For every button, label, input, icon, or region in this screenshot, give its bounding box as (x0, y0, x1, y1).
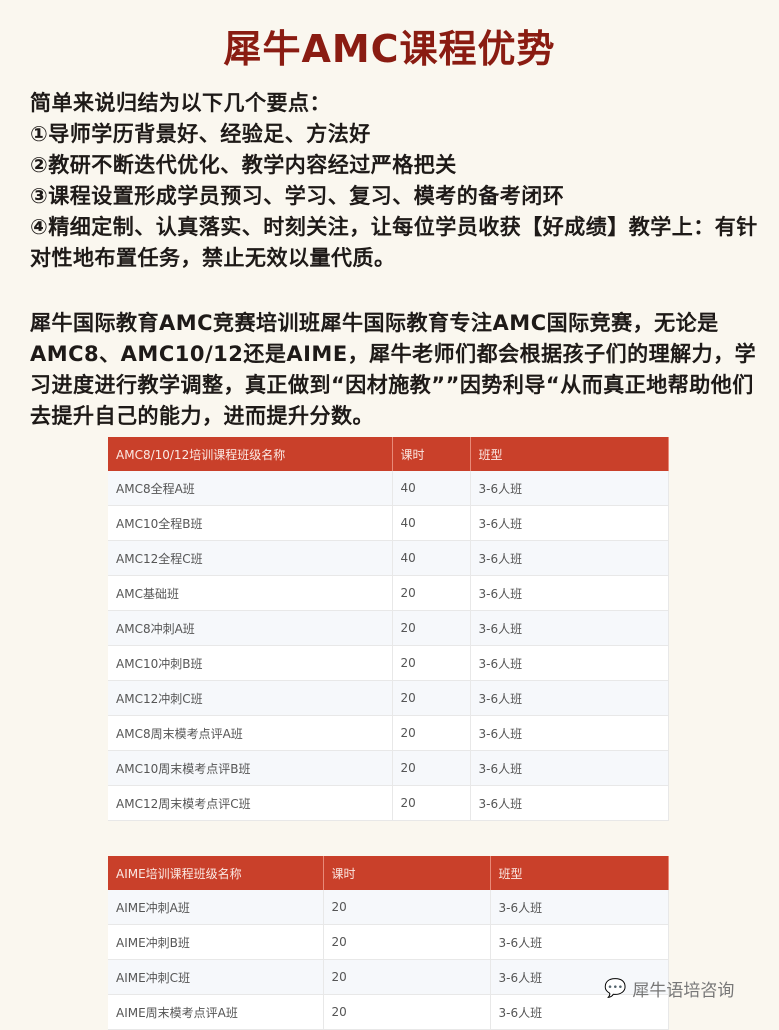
table-cell: AMC12周末模考点评C班 (108, 785, 393, 821)
amc-course-table: AMC8/10/12培训课程班级名称 课时 班型 AMC8全程A班 40 3-6人班 AMC… (108, 437, 669, 821)
column-header: 课时 (392, 437, 471, 471)
table-cell: 3-6人班 (470, 540, 669, 576)
table-cell: 3-6人班 (490, 924, 669, 960)
table-cell: 3-6人班 (470, 715, 669, 751)
table-cell: AIME冲刺B班 (108, 924, 324, 960)
table-row: AMC8全程A班 40 3-6人班 (108, 471, 669, 506)
table-cell: 3-6人班 (470, 785, 669, 821)
table-cell: 20 (392, 645, 471, 681)
column-header: AIME培训课程班级名称 (108, 856, 324, 890)
table-row: AMC基础班 20 3-6人班 (108, 575, 669, 611)
table-cell: 20 (392, 575, 471, 611)
wechat-icon: 💬 (604, 978, 627, 999)
table-cell: 3-6人班 (490, 959, 669, 995)
table-cell: 3-6人班 (490, 890, 669, 925)
table-row: AMC10周末模考点评B班 20 3-6人班 (108, 750, 669, 786)
table-cell: 20 (323, 959, 491, 995)
table-cell: 20 (392, 715, 471, 751)
table-cell: AMC8全程A班 (108, 471, 393, 506)
table-row: AMC8冲刺A班 20 3-6人班 (108, 610, 669, 646)
table-cell: 20 (392, 610, 471, 646)
table-cell: AMC8冲刺A班 (108, 610, 393, 646)
table-row: AIME冲刺B班 20 3-6人班 (108, 924, 669, 960)
table-cell: 3-6人班 (470, 505, 669, 541)
table-row: AIME周末模考点评A班 20 3-6人班 (108, 994, 669, 1030)
table-cell: 40 (392, 471, 471, 506)
description-paragraph: 犀牛国际教育AMC竞赛培训班犀牛国际教育专注AMC国际竞赛，无论是AMC8、AM… (30, 311, 757, 428)
table-cell: AMC10周末模考点评B班 (108, 750, 393, 786)
table-cell: 20 (392, 750, 471, 786)
table-cell: 20 (392, 785, 471, 821)
table-cell: AIME周末模考点评A班 (108, 994, 324, 1030)
table-row: AIME冲刺A班 20 3-6人班 (108, 890, 669, 925)
table-cell: AMC12冲刺C班 (108, 680, 393, 716)
table-cell: 20 (323, 890, 491, 925)
watermark-text: 犀牛语培咨询 (632, 981, 735, 1001)
table-cell: 3-6人班 (470, 680, 669, 716)
table-cell: 3-6人班 (470, 645, 669, 681)
table-cell: 40 (392, 505, 471, 541)
column-header: 班型 (470, 437, 669, 471)
page-title: 犀牛AMC课程优势 (223, 27, 556, 71)
table-cell: AMC10全程B班 (108, 505, 393, 541)
table-cell: AMC10冲刺B班 (108, 645, 393, 681)
table-row: AMC12冲刺C班 20 3-6人班 (108, 680, 669, 716)
column-header: 班型 (490, 856, 669, 890)
table-row: AMC10全程B班 40 3-6人班 (108, 505, 669, 541)
table-header-row: AIME培训课程班级名称 课时 班型 (108, 856, 669, 890)
watermark: 💬 犀牛语培咨询 (604, 976, 734, 1001)
table-cell: 3-6人班 (470, 750, 669, 786)
table-row: AMC8周末模考点评A班 20 3-6人班 (108, 715, 669, 751)
intro-line: ④精细定制、认真落实、时刻关注，让每位学员收获【好成绩】教学上：有针对性地布置任… (30, 215, 758, 270)
intro-list: 简单来说归结为以下几个要点： ①导师学历背景好、经验足、方法好 ②教研不断迭代优… (30, 88, 770, 274)
table-row: AIME冲刺C班 20 3-6人班 (108, 959, 669, 995)
table-row: AMC12全程C班 40 3-6人班 (108, 540, 669, 576)
table-cell: AMC8周末模考点评A班 (108, 715, 393, 751)
column-header: 课时 (323, 856, 491, 890)
aime-course-table: AIME培训课程班级名称 课时 班型 AIME冲刺A班 20 3-6人班 AIME冲刺B班 2… (108, 856, 669, 1030)
table-cell: 3-6人班 (470, 471, 669, 506)
table-header-row: AMC8/10/12培训课程班级名称 课时 班型 (108, 437, 669, 471)
intro-line: 简单来说归结为以下几个要点： (30, 91, 331, 115)
table-row: AMC10冲刺B班 20 3-6人班 (108, 645, 669, 681)
table-cell: AMC基础班 (108, 575, 393, 611)
table-cell: 20 (392, 680, 471, 716)
table-cell: 40 (392, 540, 471, 576)
column-header: AMC8/10/12培训课程班级名称 (108, 437, 393, 471)
table-cell: AIME冲刺A班 (108, 890, 324, 925)
table-cell: AMC12全程C班 (108, 540, 393, 576)
intro-line: ③课程设置形成学员预习、学习、复习、模考的备考闭环 (30, 184, 565, 208)
table-cell: 20 (323, 994, 491, 1030)
table-cell: 3-6人班 (470, 610, 669, 646)
table-row: AMC12周末模考点评C班 20 3-6人班 (108, 785, 669, 821)
table-cell: AIME冲刺C班 (108, 959, 324, 995)
table-cell: 20 (323, 924, 491, 960)
table-cell: 3-6人班 (470, 575, 669, 611)
intro-line: ②教研不断迭代优化、教学内容经过严格把关 (30, 153, 457, 177)
intro-line: ①导师学历背景好、经验足、方法好 (30, 122, 371, 146)
